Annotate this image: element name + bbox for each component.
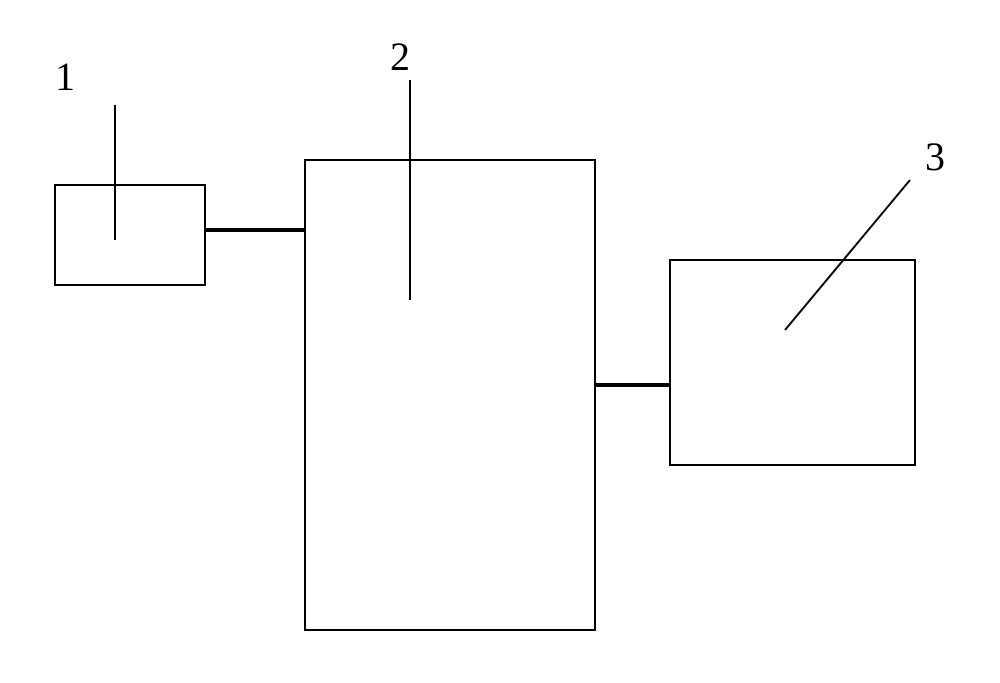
block-3 [670, 260, 915, 465]
leader-line-3 [785, 180, 910, 330]
block-1 [55, 185, 205, 285]
label-1: 1 [55, 54, 75, 99]
label-3: 3 [925, 134, 945, 179]
label-2: 2 [390, 34, 410, 79]
block-diagram: 1 2 3 [0, 0, 1000, 683]
block-2 [305, 160, 595, 630]
